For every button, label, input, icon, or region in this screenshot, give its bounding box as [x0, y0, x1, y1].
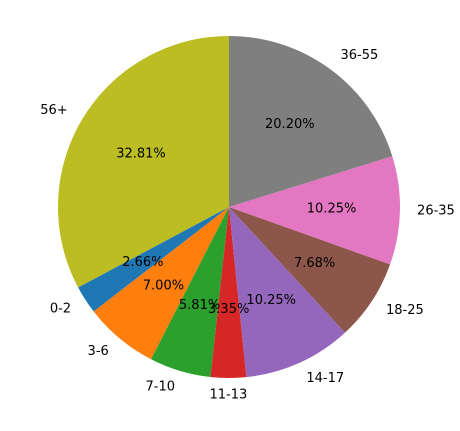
category-label-56-plus: 56+ [40, 103, 67, 118]
percent-label-0-2: 2.66% [122, 255, 163, 270]
pie-slice-14-17 [229, 207, 346, 378]
percent-label-26-35: 10.25% [307, 202, 357, 217]
percent-label-56-plus: 32.81% [116, 147, 166, 162]
category-label-36-55: 36-55 [341, 48, 379, 63]
percent-label-18-25: 7.68% [294, 256, 335, 271]
pie-slice-0-2 [78, 207, 229, 312]
pie-slice-3-6 [93, 207, 229, 360]
pie-slice-11-13 [210, 207, 247, 379]
pie-labels: 56+ 32.81% 0-2 2.66% 3-6 7.00% 7-10 5.81% 11-13 3… [40, 48, 455, 403]
category-label-11-13: 11-13 [210, 388, 248, 403]
percent-label-36-55: 20.20% [265, 117, 315, 132]
percent-label-7-10: 5.81% [179, 298, 220, 313]
pie-slices [58, 36, 401, 379]
category-label-0-2: 0-2 [50, 302, 71, 317]
pie-slice-7-10 [151, 207, 229, 377]
percent-label-11-13: 3.35% [208, 302, 249, 317]
category-label-7-10: 7-10 [146, 380, 176, 395]
category-label-18-25: 18-25 [386, 303, 424, 318]
pie-slice-18-25 [229, 207, 391, 333]
percent-label-14-17: 10.25% [246, 293, 296, 308]
pie-slice-56-plus [58, 36, 230, 288]
category-label-3-6: 3-6 [88, 344, 109, 359]
pie-slice-26-35 [229, 156, 401, 265]
category-label-14-17: 14-17 [306, 371, 344, 386]
percent-label-3-6: 7.00% [143, 278, 184, 293]
pie-slice-36-55 [229, 36, 393, 207]
category-label-26-35: 26-35 [417, 203, 455, 218]
